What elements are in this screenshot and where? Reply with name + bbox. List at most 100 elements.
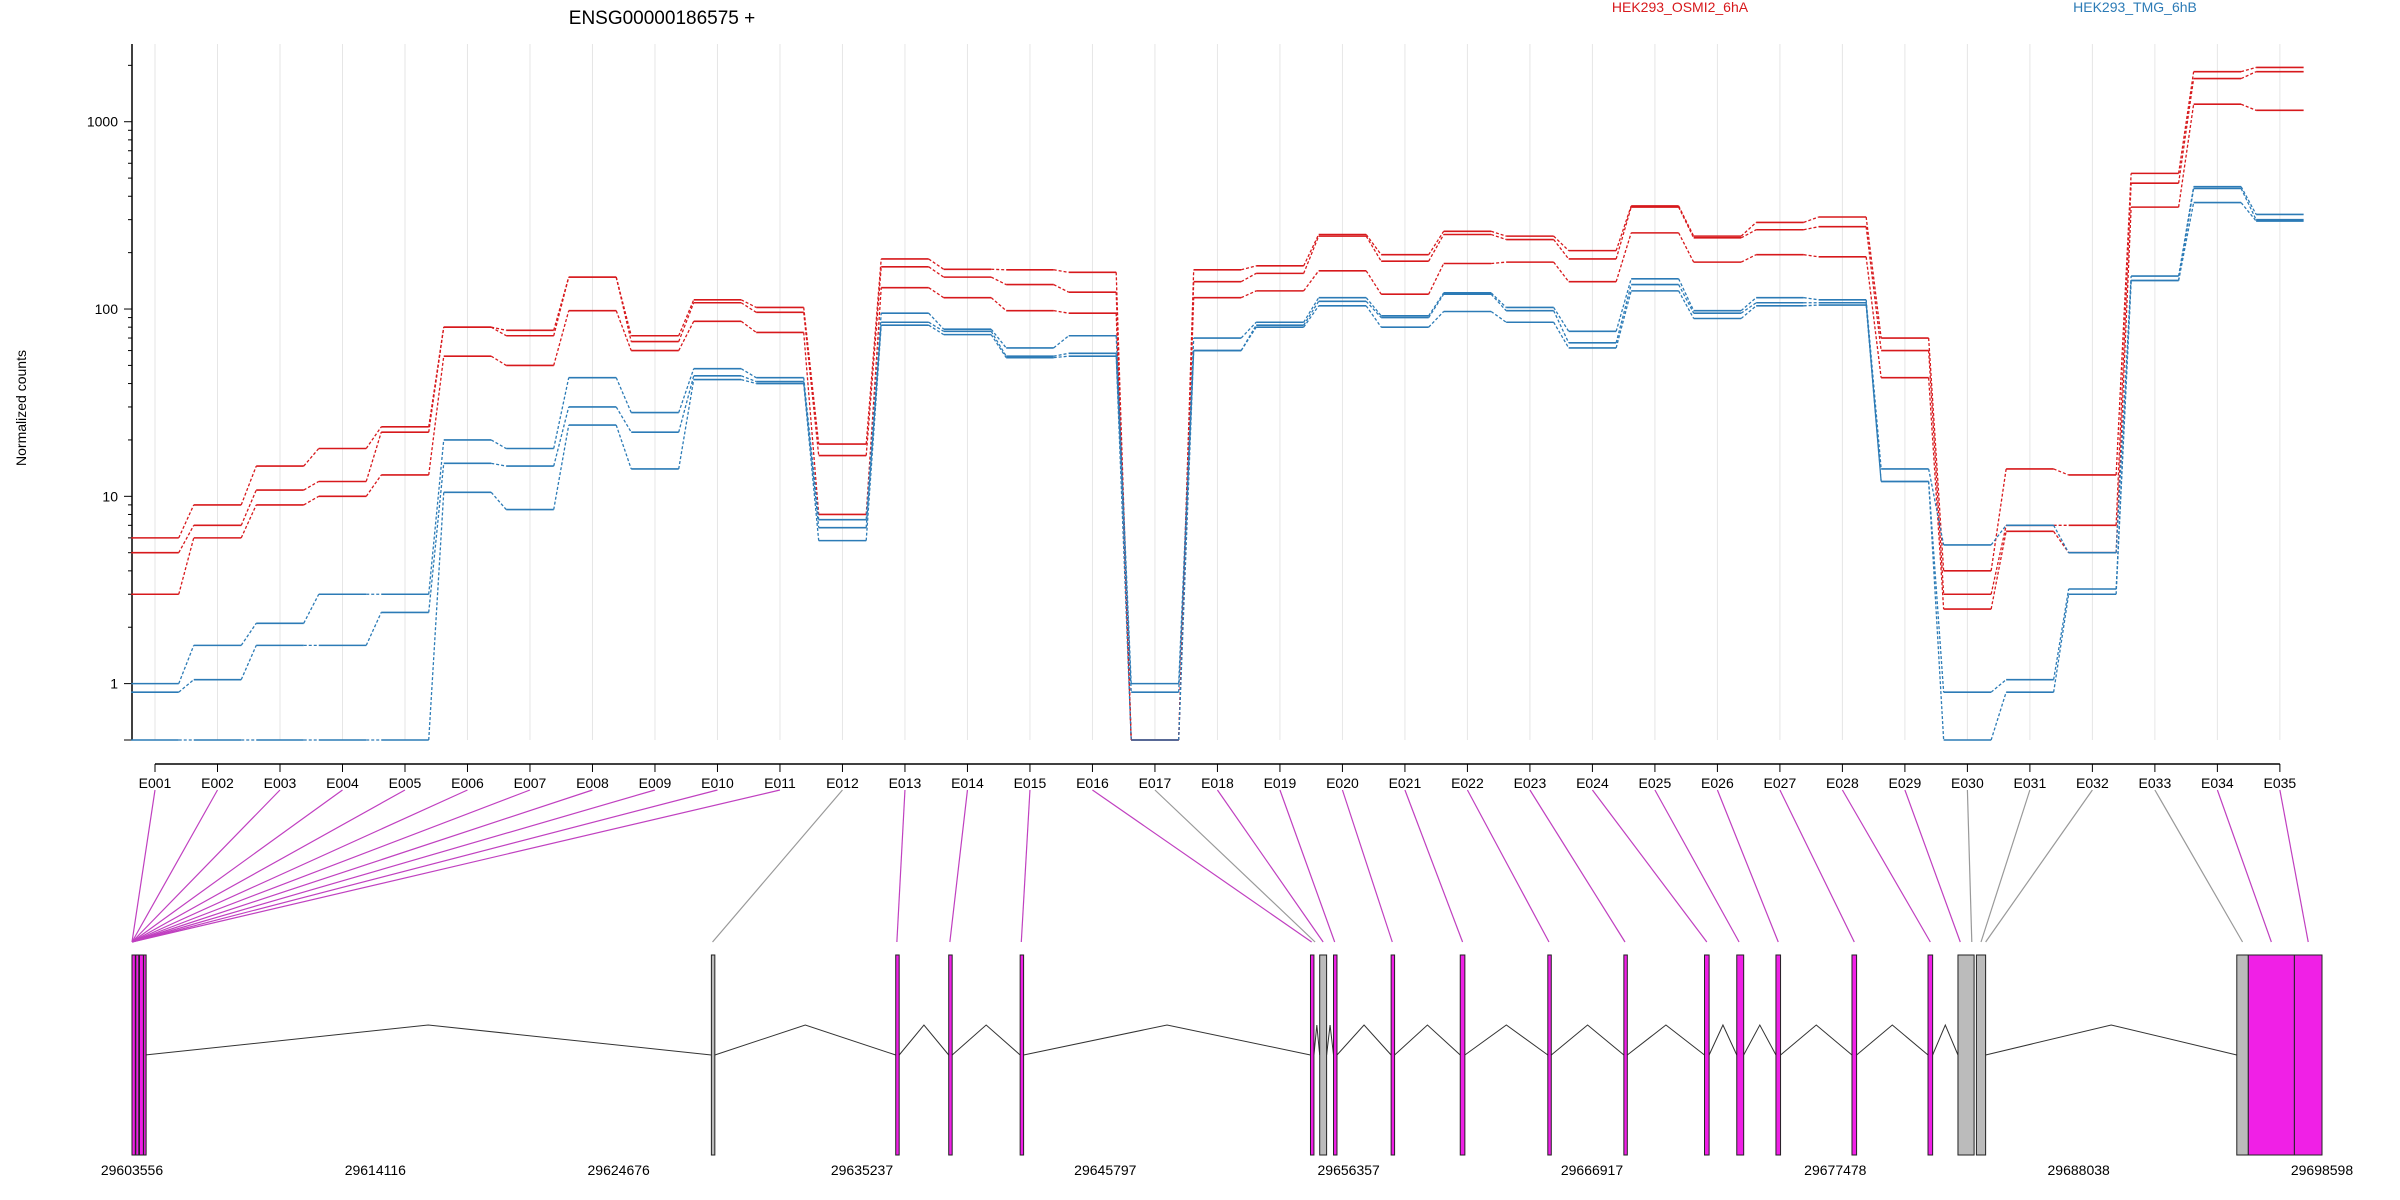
- legend-series-b: HEK293_TMG_6hB: [2073, 0, 2197, 15]
- series-connector: [240, 489, 257, 526]
- series-connector: [553, 406, 570, 467]
- series-connector: [303, 495, 320, 506]
- series-connector: [428, 439, 445, 595]
- series-connector: [1053, 284, 1069, 293]
- y-tick-label: 1: [110, 676, 118, 692]
- exon-box: [131, 954, 136, 1156]
- exon-box: [948, 954, 953, 1156]
- series-connector: [2240, 66, 2257, 73]
- exon-connector: [1904, 789, 1961, 943]
- series-connector: [240, 622, 257, 646]
- series-connector: [1990, 525, 2007, 595]
- series-connector: [615, 406, 632, 433]
- series-connector: [740, 302, 757, 313]
- series-connector: [2177, 202, 2195, 281]
- series-connector: [1490, 293, 1507, 312]
- x-tick-label: E019: [1264, 775, 1297, 791]
- chart-title: ENSG00000186575 +: [569, 8, 755, 29]
- exon-connector: [2216, 789, 2272, 943]
- series-connector: [2115, 173, 2132, 476]
- series-connector: [1428, 292, 1445, 317]
- series-connector: [553, 424, 570, 510]
- exon-connector: [131, 789, 656, 943]
- exon-connector: [2154, 789, 2244, 943]
- series-connector: [928, 266, 945, 278]
- series-connector: [365, 426, 382, 449]
- exon-connector: [1404, 789, 1464, 943]
- exon-connector: [712, 789, 843, 943]
- exon-connector: [131, 789, 406, 943]
- series-connector: [740, 320, 757, 333]
- series-connector: [1115, 272, 1132, 741]
- x-tick-label: E027: [1764, 775, 1797, 791]
- grid: [154, 44, 2281, 740]
- series-connector: [1178, 350, 1195, 693]
- y-axis-label: Normalized counts: [13, 350, 29, 466]
- series-connector: [803, 307, 820, 445]
- series-lines: [131, 66, 2304, 741]
- x-tick-label: E028: [1826, 775, 1859, 791]
- series-connector: [1928, 377, 1945, 610]
- exon-box: [138, 954, 144, 1156]
- series-connector: [490, 326, 507, 337]
- series-connector: [240, 645, 257, 680]
- series-connector: [1803, 216, 1819, 224]
- x-tick-label: E011: [764, 775, 796, 791]
- series-connector: [1990, 691, 2007, 741]
- x-tick-label: E023: [1514, 775, 1547, 791]
- exon-box: [1547, 954, 1552, 1156]
- series-connector: [303, 448, 320, 467]
- exon-box: [143, 954, 147, 1156]
- exon-box: [1927, 954, 1934, 1156]
- series-connector: [553, 377, 570, 449]
- intron: [1550, 1024, 1625, 1056]
- series-connector: [1740, 229, 1757, 239]
- x-tick-label: E017: [1139, 775, 1172, 791]
- exon-box: [1623, 954, 1628, 1156]
- series-connector: [803, 312, 820, 456]
- series-connector: [740, 299, 757, 308]
- intron: [1932, 1023, 1959, 1056]
- series-connector: [1428, 263, 1445, 295]
- intron: [898, 1024, 950, 1056]
- series-connector: [2240, 71, 2257, 80]
- x-tick-label: E035: [2264, 775, 2297, 791]
- genomic-coordinate-label: 29635237: [831, 1162, 894, 1178]
- series-connector: [490, 355, 507, 366]
- series-connector: [741, 378, 757, 385]
- x-tick-label: E004: [326, 775, 359, 791]
- series-connector: [2240, 202, 2257, 222]
- intron: [1464, 1024, 1549, 1056]
- series-connector: [2115, 280, 2132, 595]
- series-connector: [1365, 305, 1382, 328]
- intron: [1023, 1024, 1311, 1056]
- series-connector: [1928, 350, 1945, 595]
- genomic-coordinate-label: 29656357: [1318, 1162, 1381, 1178]
- exon-connector: [1716, 789, 1779, 943]
- x-tick-label: E026: [1701, 775, 1734, 791]
- series-connector: [678, 379, 695, 470]
- series-connector: [1678, 232, 1695, 263]
- series-connector: [1490, 233, 1507, 241]
- exon-box: [1319, 954, 1328, 1156]
- exon-connector: [1020, 789, 1031, 943]
- series-connector: [1178, 297, 1195, 741]
- series-connector: [2240, 186, 2257, 215]
- series-connector: [1428, 311, 1445, 328]
- series-connector: [1990, 468, 2007, 571]
- series-connector: [1240, 290, 1257, 299]
- x-tick-label: E007: [514, 775, 547, 791]
- x-tick-label: E029: [1889, 775, 1922, 791]
- genomic-coordinate-label: 29645797: [1074, 1162, 1137, 1178]
- x-tick-label: E018: [1201, 775, 1234, 791]
- x-tick-label: E005: [389, 775, 422, 791]
- x-tick-label: E006: [451, 775, 484, 791]
- series-connector: [490, 491, 507, 510]
- series-connector: [803, 381, 820, 528]
- series-connector: [1803, 304, 1819, 307]
- series-connector: [1240, 272, 1257, 283]
- exon-box: [1775, 954, 1782, 1156]
- exon-connector: [1966, 789, 1973, 943]
- series-connector: [365, 474, 382, 497]
